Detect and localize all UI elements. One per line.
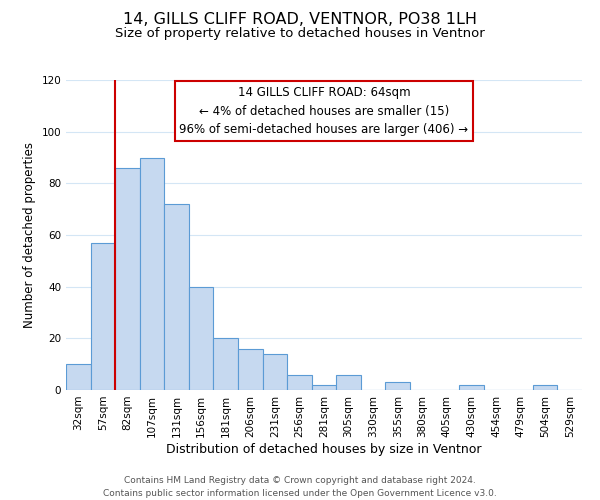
Text: Size of property relative to detached houses in Ventnor: Size of property relative to detached ho… xyxy=(115,28,485,40)
Bar xyxy=(287,374,312,390)
Bar xyxy=(238,348,263,390)
Bar xyxy=(115,168,140,390)
Bar xyxy=(91,243,115,390)
Y-axis label: Number of detached properties: Number of detached properties xyxy=(23,142,36,328)
Bar xyxy=(459,385,484,390)
Text: Contains HM Land Registry data © Crown copyright and database right 2024.
Contai: Contains HM Land Registry data © Crown c… xyxy=(103,476,497,498)
Bar xyxy=(336,374,361,390)
X-axis label: Distribution of detached houses by size in Ventnor: Distribution of detached houses by size … xyxy=(166,442,482,456)
Bar xyxy=(164,204,189,390)
Bar xyxy=(214,338,238,390)
Bar xyxy=(140,158,164,390)
Text: 14, GILLS CLIFF ROAD, VENTNOR, PO38 1LH: 14, GILLS CLIFF ROAD, VENTNOR, PO38 1LH xyxy=(123,12,477,28)
Bar xyxy=(263,354,287,390)
Bar xyxy=(66,364,91,390)
Bar xyxy=(312,385,336,390)
Bar xyxy=(533,385,557,390)
Bar xyxy=(385,382,410,390)
Text: 14 GILLS CLIFF ROAD: 64sqm
← 4% of detached houses are smaller (15)
96% of semi-: 14 GILLS CLIFF ROAD: 64sqm ← 4% of detac… xyxy=(179,86,469,136)
Bar xyxy=(189,286,214,390)
